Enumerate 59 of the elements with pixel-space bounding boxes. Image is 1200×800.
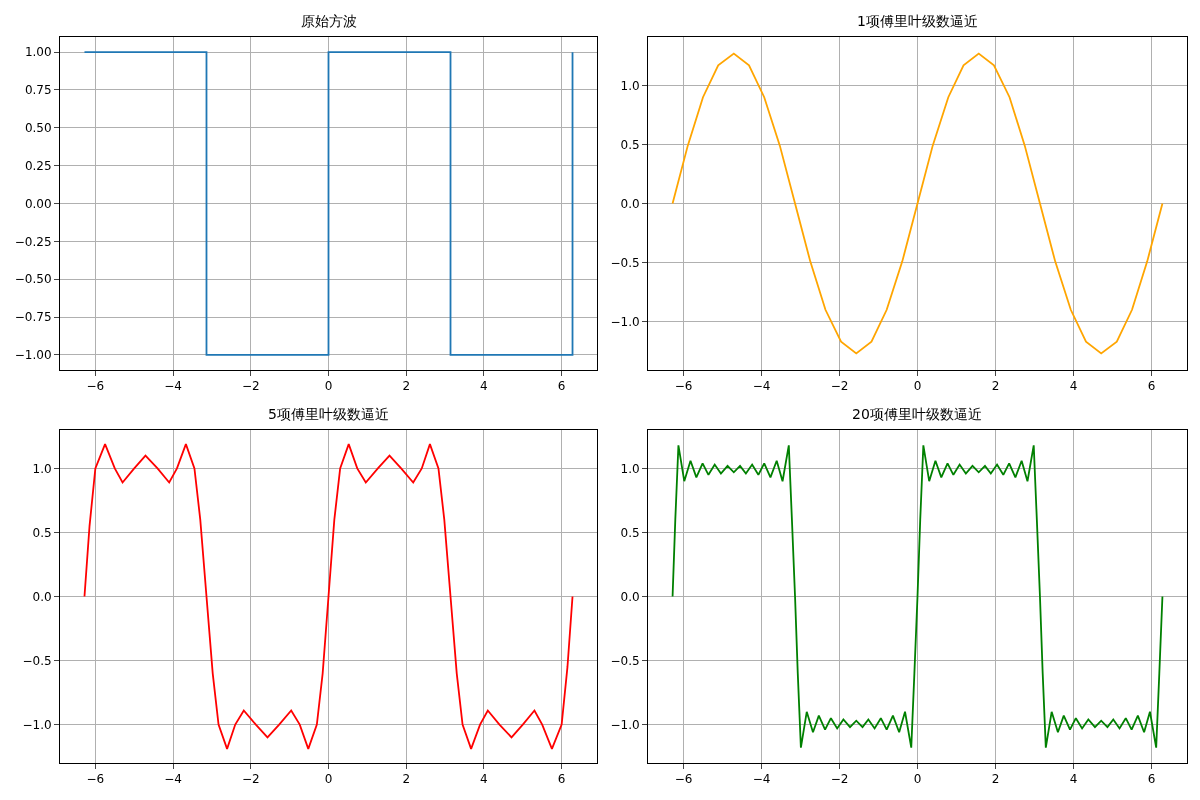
y-tick-label: −1.0: [610, 314, 640, 329]
x-tick-label: −6: [674, 772, 693, 787]
chart-title: 5项傅里叶级数逼近: [268, 406, 389, 422]
y-tick-label: 0.25: [24, 158, 52, 173]
x-tick-label: −2: [241, 772, 260, 787]
y-tick-label: 0.50: [24, 121, 52, 136]
y-tick-label: 1.0: [620, 461, 640, 476]
y-tick-label: 0.5: [32, 525, 52, 540]
y-tick-label: −0.50: [14, 272, 52, 287]
y-tick-label: −1.0: [22, 717, 52, 732]
x-tick-label: −2: [830, 379, 849, 394]
x-tick-label: −6: [674, 379, 693, 394]
y-tick-label: 1.00: [24, 45, 52, 60]
x-tick-label: 0: [324, 379, 333, 394]
y-tick-label: 0.0: [620, 196, 640, 211]
x-tick-label: −2: [241, 379, 260, 394]
x-tick-label: 2: [402, 772, 411, 787]
x-tick-label: −4: [164, 379, 182, 394]
x-tick-label: −4: [752, 772, 771, 787]
chart-title: 20项傅里叶级数逼近: [852, 406, 982, 422]
x-tick-label: 6: [557, 379, 566, 394]
x-tick-label: 2: [991, 772, 1000, 787]
y-tick-label: 0.00: [24, 196, 52, 211]
x-tick-label: 0: [913, 772, 922, 787]
x-tick-label: 2: [991, 379, 1000, 394]
y-tick-label: 0.5: [620, 137, 640, 152]
x-tick-label: 4: [1069, 379, 1078, 394]
y-tick-label: 0.75: [24, 83, 52, 98]
x-tick-label: 6: [1147, 772, 1156, 787]
x-tick-label: −6: [86, 379, 105, 394]
x-tick-label: 0: [324, 772, 333, 787]
y-tick-label: −1.00: [14, 348, 52, 363]
chart-title: 1项傅里叶级数逼近: [857, 13, 978, 29]
x-tick-label: −4: [752, 379, 771, 394]
y-tick-label: −0.75: [14, 310, 52, 325]
line-series: [671, 52, 1164, 355]
y-tick-label: 0.0: [32, 589, 52, 604]
y-tick-label: −0.5: [610, 255, 640, 270]
line-series: [83, 443, 574, 750]
y-tick-label: 0.0: [620, 589, 640, 604]
x-tick-label: −6: [86, 772, 105, 787]
x-tick-label: 6: [1147, 379, 1156, 394]
y-tick-label: 0.5: [620, 525, 640, 540]
chart-title: 原始方波: [301, 13, 357, 29]
x-tick-label: 6: [557, 772, 566, 787]
x-tick-label: 0: [913, 379, 922, 394]
y-tick-label: 1.0: [32, 461, 52, 476]
x-tick-label: 4: [1069, 772, 1078, 787]
y-tick-label: −0.25: [14, 234, 52, 249]
y-tick-label: 1.0: [620, 78, 640, 93]
x-tick-label: −2: [830, 772, 849, 787]
y-tick-label: −1.0: [610, 717, 640, 732]
x-tick-label: −4: [164, 772, 182, 787]
x-tick-label: 2: [402, 379, 411, 394]
line-series: [671, 444, 1164, 749]
x-tick-label: 4: [480, 379, 488, 394]
y-tick-label: −0.5: [610, 653, 640, 668]
x-tick-label: 4: [480, 772, 488, 787]
y-tick-label: −0.5: [22, 653, 52, 668]
